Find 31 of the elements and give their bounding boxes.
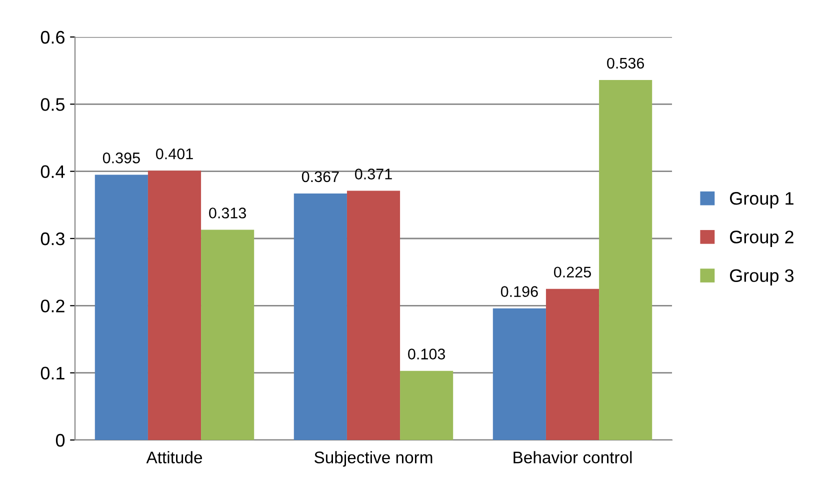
bar bbox=[546, 288, 600, 440]
bar bbox=[94, 174, 148, 440]
bar bbox=[492, 308, 546, 440]
y-tick-label: 0.2 bbox=[40, 300, 64, 312]
y-tick-label: 0.6 bbox=[40, 30, 64, 44]
bar bbox=[294, 194, 347, 440]
x-tick-label: Attitude bbox=[146, 451, 202, 464]
data-label: 0.536 bbox=[607, 58, 644, 69]
y-tick-label: 0 bbox=[56, 434, 65, 447]
data-label: 0.367 bbox=[302, 171, 339, 182]
bar bbox=[599, 80, 652, 440]
data-label: 0.313 bbox=[209, 208, 246, 218]
bar bbox=[201, 230, 254, 440]
bar bbox=[400, 370, 454, 440]
x-tick-label: Behavior control bbox=[514, 451, 632, 464]
legend-label: Group 1 bbox=[730, 192, 794, 208]
data-label: 0.401 bbox=[156, 148, 193, 160]
y-tick-label: 0.4 bbox=[40, 165, 65, 178]
data-label: 0.371 bbox=[354, 168, 392, 180]
y-tick-label: 0.1 bbox=[40, 366, 64, 380]
bar bbox=[346, 190, 400, 440]
data-label: 0.225 bbox=[554, 266, 591, 278]
data-label: 0.196 bbox=[500, 286, 538, 297]
y-tick-label: 0.5 bbox=[40, 98, 65, 111]
x-tick-label: Subjective norm bbox=[314, 451, 432, 467]
bar bbox=[148, 170, 202, 440]
y-tick-label: 0.3 bbox=[40, 232, 64, 246]
legend-label: Group 3 bbox=[730, 269, 794, 286]
legend-label: Group 2 bbox=[730, 230, 794, 247]
data-label: 0.103 bbox=[408, 348, 446, 360]
data-label: 0.395 bbox=[102, 152, 140, 164]
